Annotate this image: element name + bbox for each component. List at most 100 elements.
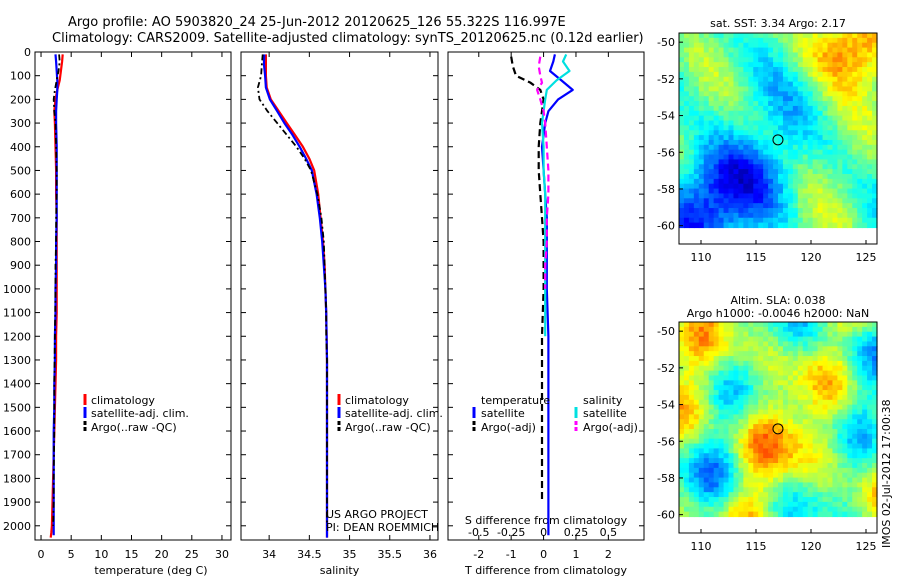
heatmap-cell bbox=[738, 356, 744, 362]
heatmap-cell bbox=[693, 370, 700, 377]
heatmap-cell bbox=[832, 203, 838, 209]
heatmap-cell bbox=[802, 198, 809, 204]
heatmap-cell bbox=[748, 47, 754, 54]
heatmap-cell bbox=[778, 183, 784, 190]
x-tick-label: 15 bbox=[124, 548, 138, 561]
heatmap-cell bbox=[857, 139, 863, 146]
heatmap-cell bbox=[852, 365, 858, 372]
heatmap-cell bbox=[738, 193, 744, 199]
heatmap-cell bbox=[867, 115, 873, 122]
heatmap-cell bbox=[708, 222, 715, 229]
heatmap-cell bbox=[708, 341, 715, 347]
heatmap-cell bbox=[807, 183, 814, 190]
heatmap-cell bbox=[778, 149, 784, 156]
heatmap-cell bbox=[723, 52, 730, 58]
heatmap-cell bbox=[787, 52, 794, 58]
heatmap-cell bbox=[738, 326, 744, 333]
legend-label-argo: Argo(..raw -QC) bbox=[91, 421, 177, 434]
heatmap-cell bbox=[753, 115, 759, 122]
heatmap-cell bbox=[787, 472, 794, 479]
heatmap-cell bbox=[852, 217, 858, 224]
heatmap-cell bbox=[733, 130, 739, 136]
heatmap-cell bbox=[688, 101, 695, 107]
heatmap-cell bbox=[683, 169, 690, 175]
heatmap-cell bbox=[698, 365, 705, 372]
heatmap-cell bbox=[693, 375, 700, 381]
heatmap-cell bbox=[792, 511, 799, 518]
heatmap-cell bbox=[708, 511, 715, 518]
heatmap-cell bbox=[718, 62, 725, 68]
heatmap-cell bbox=[679, 394, 685, 401]
heatmap-cell bbox=[703, 438, 710, 445]
heatmap-cell bbox=[822, 409, 829, 415]
heatmap-cell bbox=[832, 110, 838, 117]
heatmap-cell bbox=[822, 448, 829, 454]
heatmap-cell bbox=[787, 331, 794, 338]
heatmap-cell bbox=[782, 110, 789, 117]
heatmap-cell bbox=[713, 203, 720, 209]
heatmap-cell bbox=[683, 62, 690, 68]
heatmap-cell bbox=[718, 174, 725, 180]
heatmap-cell bbox=[763, 139, 769, 146]
heatmap-cell bbox=[832, 67, 838, 73]
heatmap-cell bbox=[758, 222, 764, 229]
heatmap-cell bbox=[872, 212, 878, 219]
heatmap-cell bbox=[778, 326, 784, 333]
heatmap-cell bbox=[837, 203, 843, 209]
heatmap-cell bbox=[847, 482, 853, 488]
heatmap-cell bbox=[679, 42, 685, 49]
heatmap-cell bbox=[728, 390, 735, 396]
heatmap-cell bbox=[782, 71, 789, 78]
heatmap-cell bbox=[782, 341, 789, 347]
heatmap-cell bbox=[778, 71, 784, 78]
heatmap-cell bbox=[847, 120, 853, 126]
heatmap-cell bbox=[807, 47, 814, 54]
heatmap-cell bbox=[728, 404, 735, 411]
heatmap-cell bbox=[698, 433, 705, 440]
heatmap-cell bbox=[728, 433, 735, 440]
heatmap-cell bbox=[763, 183, 769, 190]
heatmap-cell bbox=[832, 47, 838, 54]
heatmap-cell bbox=[688, 198, 695, 204]
heatmap-cell bbox=[857, 394, 863, 401]
heatmap-cell bbox=[698, 322, 705, 328]
heatmap-cell bbox=[787, 351, 794, 357]
heatmap-cell bbox=[708, 467, 715, 474]
heatmap-cell bbox=[792, 67, 799, 73]
heatmap-cell bbox=[802, 76, 809, 83]
heatmap-cell bbox=[847, 487, 853, 493]
heatmap-cell bbox=[768, 130, 774, 136]
heatmap-cell bbox=[832, 336, 838, 343]
heatmap-cell bbox=[842, 419, 848, 425]
heatmap-cell bbox=[807, 198, 814, 204]
heatmap-cell bbox=[778, 497, 784, 503]
heatmap-cell bbox=[683, 178, 690, 185]
heatmap-cell bbox=[683, 193, 690, 199]
heatmap-cell bbox=[748, 399, 754, 406]
heatmap-cell bbox=[723, 428, 730, 435]
heatmap-cell bbox=[698, 120, 705, 126]
heatmap-cell bbox=[807, 169, 814, 175]
heatmap-cell bbox=[832, 360, 838, 367]
heatmap-cell bbox=[763, 487, 769, 493]
heatmap-cell bbox=[718, 130, 725, 136]
heatmap-cell bbox=[708, 139, 715, 146]
heatmap-cell bbox=[763, 115, 769, 122]
depth-tick-label: 1600 bbox=[3, 425, 31, 438]
heatmap-cell bbox=[822, 91, 829, 97]
heatmap-cell bbox=[787, 62, 794, 68]
heatmap-cell bbox=[713, 341, 720, 347]
heatmap-cell bbox=[763, 203, 769, 209]
heatmap-cell bbox=[738, 110, 744, 117]
heatmap-cell bbox=[832, 71, 838, 78]
heatmap-cell bbox=[837, 198, 843, 204]
heatmap-cell bbox=[683, 71, 690, 78]
heatmap-cell bbox=[748, 409, 754, 415]
heatmap-cell bbox=[872, 463, 878, 469]
depth-tick-label: 2000 bbox=[3, 520, 31, 533]
heatmap-cell bbox=[847, 37, 853, 44]
heatmap-cell bbox=[857, 492, 863, 498]
heatmap-cell bbox=[679, 501, 685, 508]
heatmap-cell bbox=[698, 511, 705, 518]
heatmap-cell bbox=[708, 71, 715, 78]
